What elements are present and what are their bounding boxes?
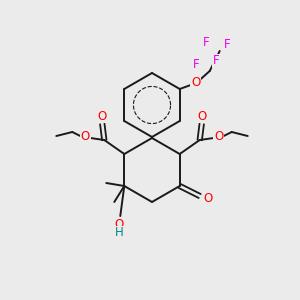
Text: O: O: [197, 110, 206, 122]
Text: H: H: [115, 226, 124, 239]
Text: F: F: [212, 55, 219, 68]
Text: F: F: [224, 38, 230, 50]
Text: O: O: [203, 191, 212, 205]
Text: O: O: [98, 110, 107, 122]
Text: O: O: [191, 76, 200, 89]
Text: O: O: [214, 130, 223, 143]
Text: O: O: [115, 218, 124, 230]
Text: F: F: [192, 58, 199, 70]
Text: F: F: [202, 37, 209, 50]
Text: O: O: [81, 130, 90, 143]
